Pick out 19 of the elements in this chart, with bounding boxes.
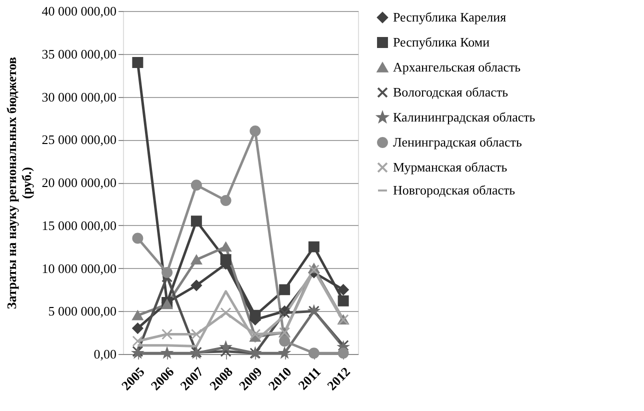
legend-label: Архангельская область [393,60,521,74]
y-tick-label: 35 000 000,00 [42,46,116,62]
legend-label: Новгородская область [393,182,516,198]
y-axis-title: Затраты на науку региональных бюджетов (руб.) [4,56,34,310]
x-tick-label: 2011 [295,364,324,393]
y-tick-label: 20 000 000,00 [42,175,116,190]
y-tick-label: 10 000 000,00 [42,260,116,276]
y-tick-label: 40 000 000,00 [42,4,116,18]
legend-label: Республика Коми [393,34,490,50]
y-tick-label: 0,00 [94,346,116,362]
y-tick-label: 25 000 000,00 [42,132,116,148]
legend-label: Калининградская область [393,110,536,124]
legend-label: Вологодская область [393,84,508,100]
y-tick-label: 5 000 000,00 [48,304,116,319]
legend-label: Мурманская область [393,160,508,174]
y-tick-label: 15 000 000,00 [42,218,116,233]
legend-label: Ленинградская область [393,134,522,150]
legend-label: Республика Карелия [393,10,506,24]
y-tick-label: 30 000 000,00 [42,89,116,104]
